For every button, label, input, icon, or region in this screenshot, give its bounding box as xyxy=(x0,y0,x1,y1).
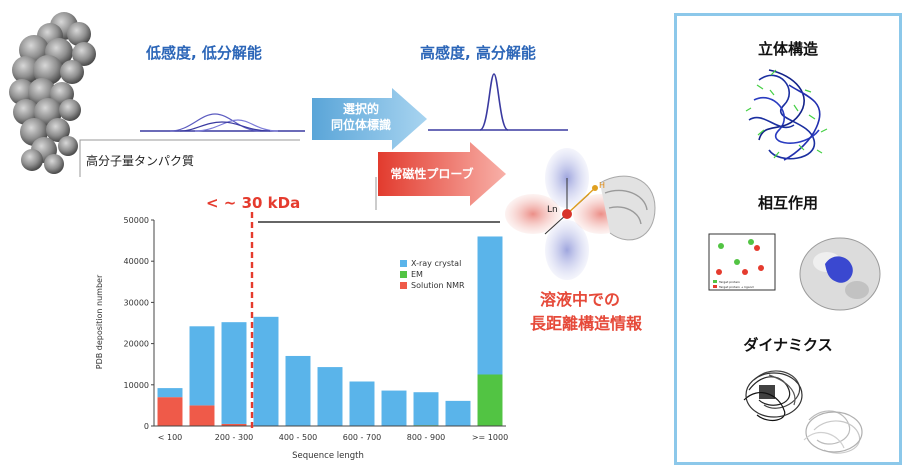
isotope-labeling-text: 選択的 同位体標識 xyxy=(316,101,406,133)
dynamics-structure-image xyxy=(743,370,863,454)
bar-x-ray-crystal-0 xyxy=(157,388,183,398)
isotope-labeling-line1: 選択的 xyxy=(342,102,379,116)
threshold-marker-label: < ~ 30 kDa xyxy=(206,194,301,212)
solution-text-line1: 溶液中での xyxy=(540,290,621,309)
bar-x-ray-crystal-3 xyxy=(253,316,279,426)
paramagnetic-probe-text: 常磁性プローブ xyxy=(390,167,474,181)
y-tick-label: 10000 xyxy=(124,381,149,390)
legend-label: X-ray crystal xyxy=(411,259,461,268)
threshold-marker-line xyxy=(250,212,254,428)
protein-surface-image xyxy=(9,12,96,174)
bar-x-ray-crystal-6 xyxy=(349,381,375,426)
chart-x-axis-label: Sequence length xyxy=(292,451,364,461)
right-info-panel: 立体構造 相互作用 Target protein Target protein … xyxy=(674,13,902,465)
interaction-title: 相互作用 xyxy=(757,194,818,212)
bar-x-ray-crystal-9 xyxy=(445,400,471,426)
x-tick-label: 600 - 700 xyxy=(343,433,382,442)
paramagnetic-probe-illustration: Ln H xyxy=(505,148,656,280)
y-tick-label: 30000 xyxy=(124,298,149,307)
bar-em-10 xyxy=(477,374,503,426)
bar-solution-nmr-2 xyxy=(221,423,247,426)
x-tick-label: 400 - 500 xyxy=(279,433,318,442)
y-tick-label: 0 xyxy=(144,422,149,431)
bar-x-ray-crystal-1 xyxy=(189,326,215,406)
structure-title: 立体構造 xyxy=(757,40,818,58)
x-tick-label: < 100 xyxy=(158,433,183,442)
low-sensitivity-label: 低感度, 低分解能 xyxy=(146,44,262,62)
inset-legend-1: Target protein xyxy=(718,280,740,284)
bar-x-ray-crystal-4 xyxy=(285,355,311,426)
isotope-labeling-line2: 同位体標識 xyxy=(330,118,391,132)
x-tick-label: >= 1000 xyxy=(472,433,508,442)
y-tick-label: 20000 xyxy=(124,340,149,349)
legend-label: Solution NMR xyxy=(411,281,465,290)
isotope-labeling-arrow xyxy=(312,88,427,150)
bar-solution-nmr-0 xyxy=(157,397,183,426)
broad-spectrum-curve xyxy=(140,113,305,132)
y-tick-label: 40000 xyxy=(124,257,149,266)
bar-x-ray-crystal-2 xyxy=(221,322,247,424)
y-tick-label: 50000 xyxy=(124,216,149,225)
chart-y-axis-label: PDB deposition number xyxy=(95,274,104,369)
interaction-spectrum-inset: Target protein Target protein + ligand xyxy=(708,233,776,291)
h-label: H xyxy=(599,181,605,190)
legend-swatch xyxy=(400,260,407,267)
protein-ligand-surface xyxy=(799,237,881,311)
ln-label: Ln xyxy=(547,205,558,215)
solution-text-line2: 長距離構造情報 xyxy=(530,314,643,333)
bar-x-ray-crystal-7 xyxy=(381,390,407,426)
x-tick-label: 800 - 900 xyxy=(407,433,446,442)
dynamics-title: ダイナミクス xyxy=(743,336,833,354)
bar-x-ray-crystal-5 xyxy=(317,367,343,426)
legend-swatch xyxy=(400,271,407,278)
bar-x-ray-crystal-8 xyxy=(413,392,439,426)
legend-swatch xyxy=(400,282,407,289)
sharp-spectrum-peak xyxy=(428,73,568,131)
pdb-deposition-chart: 0 10000 20000 30000 40000 50000 < 100 200 - 30… xyxy=(95,216,508,461)
x-tick-label: 200 - 300 xyxy=(215,433,254,442)
solution-structure-text: 溶液中での 長距離構造情報 xyxy=(530,288,642,336)
inset-legend-2: Target protein + ligand xyxy=(718,285,754,289)
legend-label: EM xyxy=(411,270,423,279)
bar-solution-nmr-1 xyxy=(189,405,215,426)
high-mw-protein-label: 高分子量タンパク質 xyxy=(86,154,195,168)
paramagnetic-probe-arrow xyxy=(378,142,506,206)
high-sensitivity-label: 高感度, 高分解能 xyxy=(420,44,536,62)
bar-x-ray-crystal-10 xyxy=(477,236,503,375)
ribbon-structure-image xyxy=(745,69,828,161)
